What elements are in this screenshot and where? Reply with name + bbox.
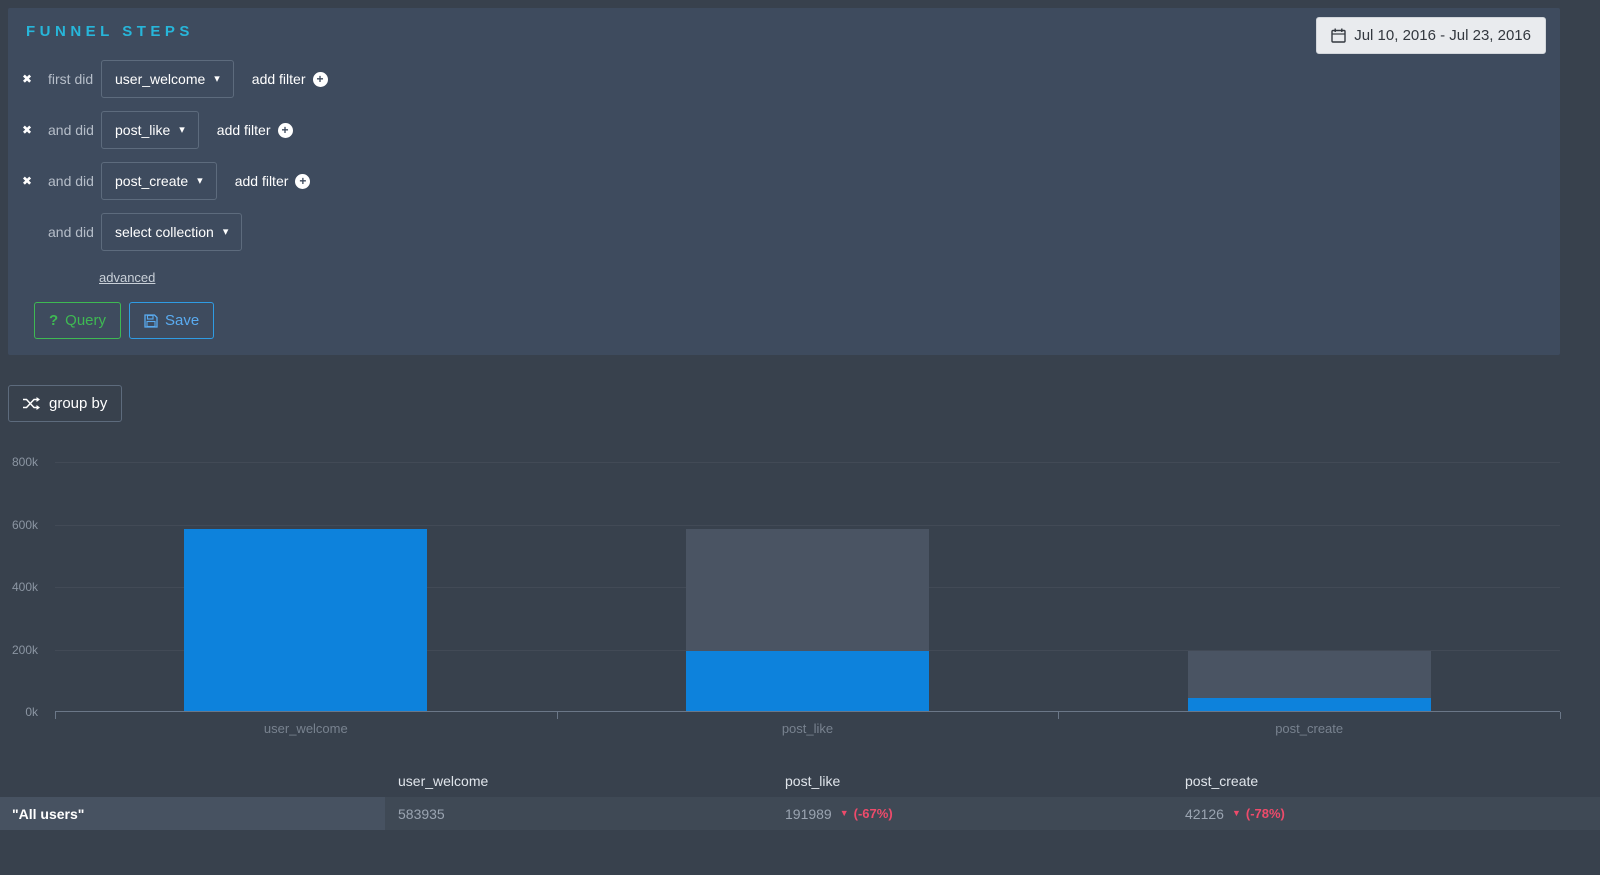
collection-dropdown[interactable]: post_create ▾	[101, 162, 217, 200]
table-column-header: user_welcome	[398, 773, 489, 789]
floppy-icon	[144, 313, 158, 328]
step-prefix-label: and did	[48, 224, 94, 240]
chevron-down-icon: ▾	[179, 123, 185, 136]
y-axis-tick-label: 400k	[11, 580, 38, 594]
advanced-link[interactable]: advanced	[99, 270, 156, 285]
funnel-step-row: ✖ and did post_create ▾ add filter +	[8, 162, 328, 200]
group-by-label: group by	[49, 395, 108, 412]
date-range-label: Jul 10, 2016 - Jul 23, 2016	[1354, 27, 1531, 44]
x-axis-tick	[556, 712, 558, 719]
table-value-cell: 583935	[385, 806, 772, 822]
table-column-header: post_like	[785, 773, 841, 789]
question-icon: ?	[49, 312, 59, 329]
table-column-header: post_create	[1185, 773, 1259, 789]
add-filter-label: add filter	[251, 71, 306, 87]
y-axis-tick-label: 800k	[11, 455, 38, 469]
plus-circle-icon: +	[277, 122, 293, 138]
funnel-steps-list: ✖ first did user_welcome ▾ add filter + ✖ and d…	[8, 60, 328, 264]
remove-step-icon[interactable]: ✖	[22, 72, 33, 86]
collection-dropdown[interactable]: user_welcome ▾	[101, 60, 234, 98]
funnel-step-row: and did select collection ▾	[8, 213, 328, 251]
date-range-button[interactable]: Jul 10, 2016 - Jul 23, 2016	[1316, 17, 1546, 54]
x-axis-tick	[1560, 712, 1561, 719]
calendar-icon	[1331, 28, 1346, 43]
page-title: FUNNEL STEPS	[26, 23, 194, 40]
save-button-label: Save	[165, 312, 200, 329]
grid-line	[55, 524, 1560, 526]
funnel-table-header: user_welcome post_like post_create	[0, 765, 1600, 797]
collection-dropdown-label: post_create	[115, 173, 189, 189]
add-filter-label: add filter	[216, 122, 271, 138]
query-button-label: Query	[65, 312, 107, 329]
collection-dropdown-label: user_welcome	[115, 71, 206, 87]
add-filter-button[interactable]: add filter +	[217, 122, 293, 138]
step-prefix-label: and did	[48, 122, 94, 138]
funnel-step-row: ✖ first did user_welcome ▾ add filter +	[8, 60, 328, 98]
metric-value: 42126	[1185, 805, 1224, 822]
delta-label: (-67%)	[853, 806, 893, 821]
group-by-button[interactable]: group by	[8, 385, 123, 422]
x-axis-tick	[1058, 712, 1060, 719]
funnel-chart: 800k 600k 400k 200k 0k user_welcome post_like p…	[0, 440, 1600, 750]
plot-area	[55, 462, 1561, 719]
shuffle-icon	[23, 397, 40, 410]
step-prefix-label: first did	[48, 71, 94, 87]
plus-circle-icon: +	[312, 71, 328, 87]
y-axis-tick-label: 0k	[25, 705, 38, 719]
down-arrow-icon: ▼	[839, 808, 849, 818]
collection-dropdown-label: select collection	[115, 224, 214, 240]
funnel-bar-current[interactable]	[1187, 697, 1431, 711]
funnel-table-row: "All users" 583935 191989 ▼ (-67%) 42126 ▼ (-78…	[0, 797, 1600, 830]
delta-label: (-78%)	[1245, 806, 1285, 821]
metric-delta: ▼ (-67%)	[840, 806, 893, 821]
collection-dropdown[interactable]: select collection ▾	[101, 213, 243, 251]
table-value-cell: 42126 ▼ (-78%)	[1172, 806, 1600, 822]
down-arrow-icon: ▼	[1231, 808, 1241, 818]
x-axis-category-label: user_welcome	[263, 721, 348, 736]
x-axis-category-label: post_like	[781, 721, 834, 736]
metric-value: 191989	[785, 805, 832, 822]
step-prefix-label: and did	[48, 173, 94, 189]
metric-value: 583935	[398, 805, 445, 822]
actions-row: ? Query Save	[34, 302, 215, 339]
collection-dropdown-label: post_like	[115, 122, 171, 138]
remove-step-icon[interactable]: ✖	[22, 123, 33, 137]
chevron-down-icon: ▾	[222, 225, 229, 238]
chevron-down-icon: ▾	[197, 174, 203, 187]
metric-delta: ▼ (-78%)	[1232, 806, 1285, 821]
y-axis-tick-label: 600k	[11, 517, 38, 532]
add-filter-button[interactable]: add filter +	[252, 71, 328, 87]
y-axis-tick-label: 200k	[11, 642, 38, 657]
table-row-label: "All users"	[0, 797, 385, 830]
add-filter-label: add filter	[234, 173, 289, 189]
funnel-step-row: ✖ and did post_like ▾ add filter +	[8, 111, 328, 149]
remove-step-icon[interactable]: ✖	[22, 174, 33, 188]
save-button[interactable]: Save	[129, 302, 215, 339]
funnel-steps-panel: FUNNEL STEPS Jul 10, 2016 - Jul 23, 2016…	[8, 8, 1560, 355]
funnel-bar-current[interactable]	[686, 651, 929, 711]
table-value-cell: 191989 ▼ (-67%)	[772, 806, 1172, 822]
plus-circle-icon: +	[295, 173, 311, 189]
x-axis-category-label: post_create	[1275, 721, 1344, 736]
grid-line	[55, 462, 1560, 463]
chevron-down-icon: ▾	[214, 72, 220, 85]
funnel-bar-current[interactable]	[184, 528, 428, 711]
funnel-table: user_welcome post_like post_create "All us…	[0, 765, 1600, 830]
query-button[interactable]: ? Query	[34, 302, 122, 339]
x-axis-tick	[55, 712, 56, 719]
add-filter-button[interactable]: add filter +	[235, 173, 311, 189]
collection-dropdown[interactable]: post_like ▾	[101, 111, 199, 149]
